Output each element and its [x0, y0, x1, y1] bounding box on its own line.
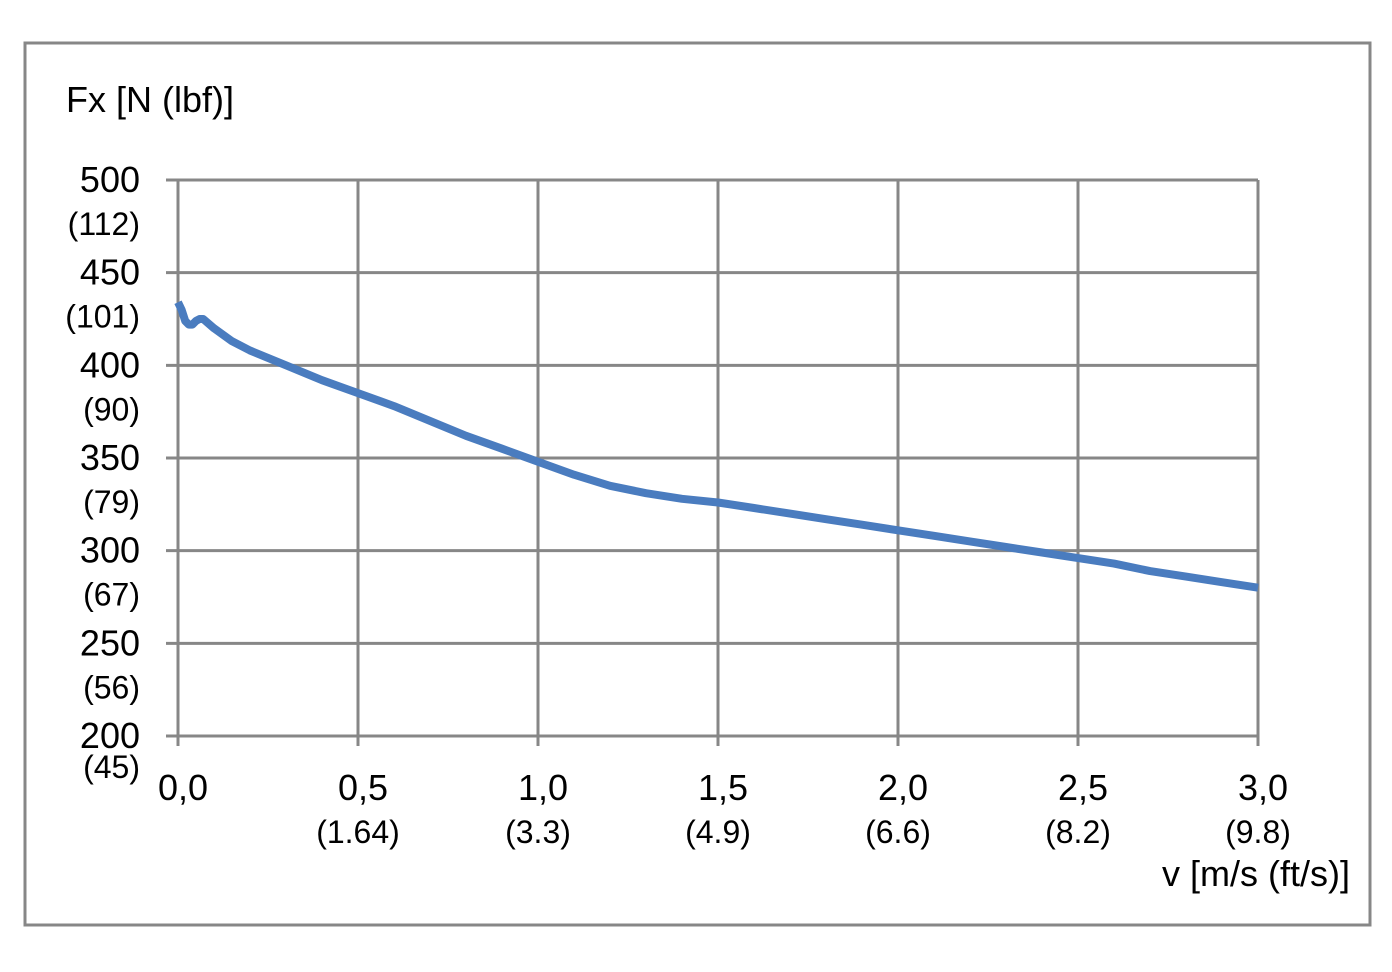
y-tick-sublabel: (79)	[83, 484, 140, 520]
y-tick-sublabel: (112)	[68, 206, 140, 242]
y-tick-sublabel: (101)	[65, 299, 140, 335]
x-tick-sublabel: (3.3)	[505, 814, 571, 850]
x-tick-label: 1,5	[698, 767, 748, 808]
y-tick-label: 200	[80, 715, 140, 756]
x-tick-sublabel: (9.8)	[1225, 814, 1291, 850]
y-tick-sublabel: (56)	[83, 669, 140, 705]
x-axis-title: v [m/s (ft/s)]	[1162, 853, 1350, 894]
x-axis-ticks: 0,0 0,5 (1.64) 1,0 (3.3) 1,5 (4.9) 2,0 (6.6) 2,5 (…	[158, 767, 1291, 850]
x-tick-label: 0,0	[158, 767, 208, 808]
x-tick-label: 1,0	[518, 767, 568, 808]
x-tick-sublabel: (6.6)	[865, 814, 931, 850]
y-tick-label: 250	[80, 622, 140, 663]
y-axis-title: Fx [N (lbf)]	[66, 79, 234, 120]
series-line	[174, 300, 1259, 592]
y-axis-ticks: 500 (112) 450 (101) 400 (90) 350 (79) 300 (67) 250…	[65, 159, 140, 785]
y-tick-sublabel: (67)	[83, 577, 140, 613]
y-tick-label: 350	[80, 437, 140, 478]
y-tick-label: 450	[80, 252, 140, 293]
x-tick-sublabel: (8.2)	[1045, 814, 1111, 850]
x-tick-sublabel: (4.9)	[685, 814, 751, 850]
x-tick-sublabel: (1.64)	[316, 814, 400, 850]
y-tick-label: 400	[80, 344, 140, 385]
x-tick-label: 0,5	[338, 767, 388, 808]
y-tick-label: 500	[80, 159, 140, 200]
x-tick-label: 2,5	[1058, 767, 1108, 808]
x-tick-label: 2,0	[878, 767, 928, 808]
chart-border	[23, 41, 1372, 927]
x-tick-label: 3,0	[1238, 767, 1288, 808]
series-layer	[174, 300, 1259, 592]
y-tick-sublabel: (45)	[83, 749, 140, 785]
y-tick-sublabel: (90)	[83, 391, 140, 427]
y-tick-label: 300	[80, 530, 140, 571]
